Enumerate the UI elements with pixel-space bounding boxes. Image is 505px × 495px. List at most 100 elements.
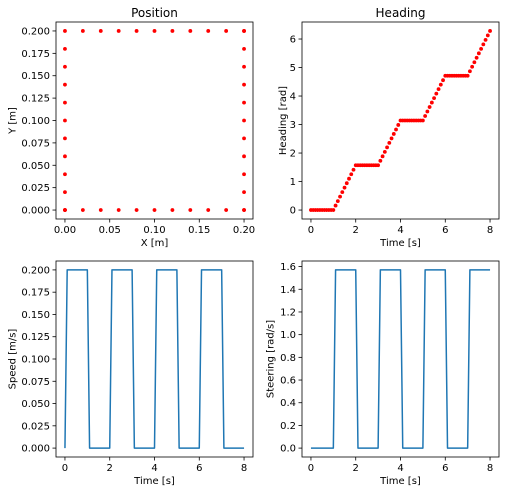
- position-chart: 0.00 0.05 0.10 0.15 0.20 0.000 0.025 0.050 0.075…: [8, 6, 256, 249]
- y-tick-label: 0.000: [21, 206, 50, 217]
- chart-title: Position: [131, 6, 178, 20]
- heading-chart: 0 2 4 6 8 0 1 2 3 4 5 6 Heading Time [s] Heading [rad]: [278, 6, 500, 249]
- data-point: [98, 208, 103, 212]
- data-point: [420, 118, 425, 123]
- data-point: [188, 208, 193, 212]
- y-tick-label: 1: [290, 177, 296, 188]
- y-tick-label: 1.4: [280, 285, 296, 296]
- data-point: [387, 140, 392, 145]
- y-tick-label: 0.200: [21, 265, 50, 276]
- data-point: [63, 82, 67, 87]
- data-point: [427, 105, 432, 109]
- data-point: [134, 29, 139, 33]
- data-point: [80, 29, 85, 33]
- data-point: [242, 172, 246, 177]
- x-tick-label: 8: [487, 225, 493, 236]
- y-tick-label: 1.6: [280, 262, 296, 273]
- data-point: [331, 208, 336, 212]
- data-point: [389, 136, 394, 141]
- y-tick-label: 2: [290, 149, 296, 160]
- data-point: [206, 29, 211, 33]
- y-tick-label: 0: [290, 206, 296, 217]
- data-point: [479, 46, 483, 51]
- data-point: [242, 46, 246, 51]
- data-point: [116, 29, 121, 33]
- y-tick-label: 0.075: [21, 377, 50, 388]
- x-tick-label: 0.10: [143, 225, 165, 236]
- data-point: [152, 29, 157, 33]
- data-point: [342, 185, 347, 190]
- data-point: [434, 91, 439, 96]
- y-tick-label: 0.125: [21, 332, 50, 343]
- data-point: [344, 181, 349, 186]
- y-tick-label: 0.8: [280, 353, 296, 364]
- data-point: [476, 51, 481, 56]
- data-point: [242, 208, 246, 212]
- x-tick-label: 2: [107, 463, 113, 474]
- x-tick-label: 4: [151, 463, 157, 474]
- data-point: [63, 154, 67, 159]
- data-point: [394, 127, 398, 132]
- data-point: [438, 82, 443, 87]
- data-point: [429, 100, 434, 105]
- y-tick-label: 1.0: [280, 330, 296, 341]
- data-point: [378, 158, 383, 163]
- y-tick-label: 3: [290, 120, 296, 131]
- y-tick-label: 0.125: [21, 94, 50, 105]
- y-tick-label: 0.100: [21, 355, 50, 366]
- y-tick-label: 0.100: [21, 116, 50, 127]
- data-layer: [310, 269, 491, 449]
- data-point: [63, 46, 67, 51]
- data-point: [467, 69, 472, 74]
- data-point: [481, 42, 486, 47]
- data-point: [488, 29, 492, 33]
- data-point: [349, 172, 354, 177]
- data-layer: [64, 269, 245, 449]
- data-point: [385, 145, 389, 150]
- data-point: [242, 64, 246, 69]
- steering-chart: 0 2 4 6 8 0.0 0.2 0.4 0.6 0.8 1.0 1.2 1.4 1.6 Time [s]…: [266, 260, 500, 487]
- y-tick-label: 0.175: [21, 288, 50, 299]
- data-point: [396, 123, 401, 127]
- x-axis-label: Time [s]: [379, 476, 421, 487]
- x-axis-label: X [m]: [141, 238, 169, 249]
- data-point: [63, 118, 67, 123]
- series-line: [64, 269, 245, 449]
- speed-chart: 0 2 4 6 8 0.000 0.025 0.050 0.075 0.100 0.125 0.150…: [8, 260, 254, 487]
- data-point: [152, 208, 157, 212]
- x-tick-label: 0: [308, 225, 314, 236]
- data-point: [98, 29, 103, 33]
- y-tick-label: 0.150: [21, 71, 50, 82]
- x-tick-label: 8: [241, 463, 247, 474]
- data-point: [63, 29, 67, 33]
- y-tick-label: 0.050: [21, 161, 50, 172]
- data-point: [470, 64, 475, 69]
- axes-frame: [55, 21, 254, 220]
- x-tick-label: 0.05: [99, 225, 121, 236]
- data-point: [380, 154, 385, 159]
- x-tick-label: 4: [397, 225, 403, 236]
- chart-title: Heading: [376, 6, 426, 20]
- y-tick-label: 0.4: [280, 398, 296, 409]
- data-layer: [309, 29, 492, 212]
- data-point: [80, 208, 85, 212]
- data-point: [483, 38, 488, 42]
- data-point: [423, 114, 428, 118]
- y-tick-label: 0.075: [21, 138, 50, 149]
- y-axis-label: Y [m]: [8, 107, 19, 135]
- x-axis-label: Time [s]: [379, 238, 421, 249]
- y-axis-label: Speed [m/s]: [8, 329, 19, 390]
- data-point: [441, 78, 445, 83]
- x-tick-label: 2: [353, 225, 359, 236]
- y-tick-label: 0.050: [21, 399, 50, 410]
- data-point: [465, 73, 470, 78]
- x-tick-label: 2: [353, 463, 359, 474]
- data-point: [347, 176, 351, 181]
- y-tick-label: 1.2: [280, 307, 296, 318]
- data-point: [134, 208, 139, 212]
- data-point: [351, 167, 356, 172]
- data-layer: [63, 29, 246, 212]
- data-point: [63, 64, 67, 69]
- data-point: [63, 136, 67, 141]
